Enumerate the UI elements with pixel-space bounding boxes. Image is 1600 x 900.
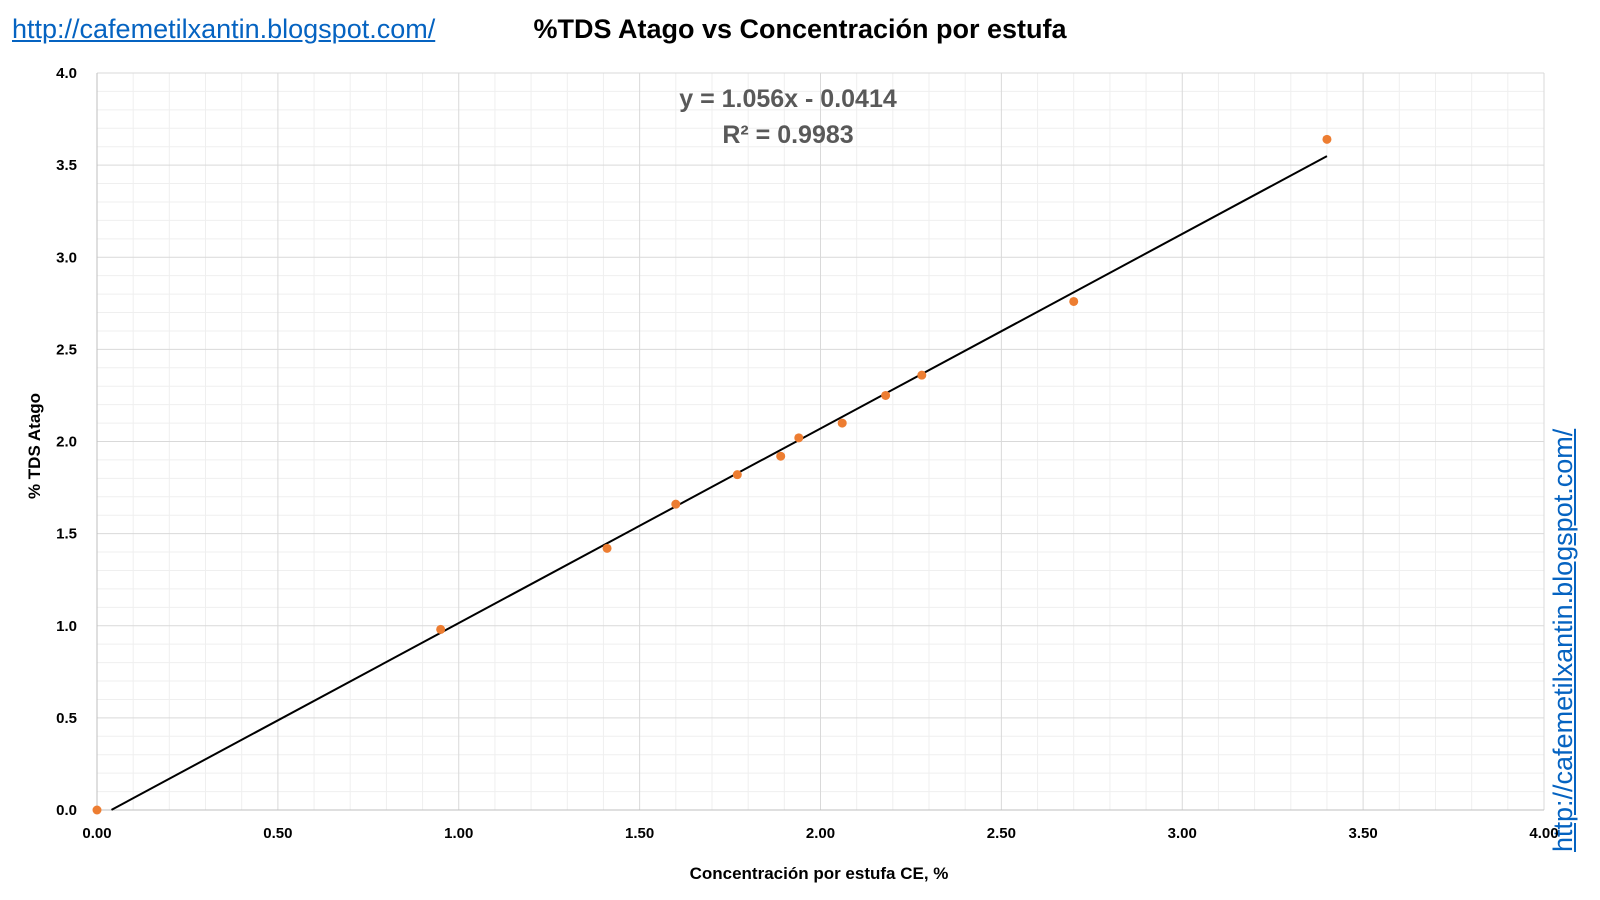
data-point (602, 543, 612, 553)
x-tick-label: 1.50 (625, 825, 654, 842)
x-tick-label: 3.00 (1168, 825, 1197, 842)
major-gridlines (97, 72, 1545, 810)
y-tick-label: 3.5 (56, 157, 77, 174)
x-axis-title: Concentración por estufa CE, % (690, 864, 949, 883)
x-tick-label: 1.00 (444, 825, 473, 842)
axes (96, 73, 1544, 811)
x-tick-label: 3.50 (1349, 825, 1378, 842)
data-point (776, 451, 786, 461)
blog-link-top[interactable]: http://cafemetilxantin.blogspot.com/ (12, 14, 436, 44)
trendline-group (110, 155, 1328, 811)
data-point (881, 390, 891, 400)
data-point (436, 624, 446, 634)
data-point (732, 470, 742, 480)
y-tick-label: 0.5 (56, 710, 77, 727)
x-tick-label: 2.50 (987, 825, 1016, 842)
trendline (110, 155, 1328, 811)
y-tick-label: 1.0 (56, 618, 77, 635)
x-tick-label: 0.50 (263, 825, 292, 842)
data-point (794, 433, 804, 443)
y-tick-label: 3.0 (56, 249, 77, 266)
data-point (837, 418, 847, 428)
y-tick-label: 1.5 (56, 526, 77, 543)
data-point (1322, 134, 1332, 144)
data-point (92, 805, 102, 815)
data-point (671, 499, 681, 509)
data-point (917, 370, 927, 380)
y-axis-title: % TDS Atago (25, 393, 44, 499)
y-tick-label: 2.0 (56, 434, 77, 451)
trendline-r2: R² = 0.9983 (722, 121, 853, 149)
x-tick-label: 4.00 (1529, 825, 1558, 842)
data-point (1069, 296, 1079, 306)
x-tick-label: 0.00 (82, 825, 111, 842)
y-tick-label: 0.0 (56, 802, 77, 819)
y-tick-label: 4.0 (56, 65, 77, 82)
x-tick-label: 2.00 (806, 825, 835, 842)
trendline-equation: y = 1.056x - 0.0414 (679, 85, 897, 113)
chart-title: %TDS Atago vs Concentración por estufa (533, 14, 1067, 44)
tick-labels: 0.00 0.50 1.00 1.50 2.00 2.50 3.00 3.50 4.00 0.0 0… (56, 65, 1558, 842)
data-points (92, 134, 1332, 815)
y-tick-label: 2.5 (56, 341, 77, 358)
